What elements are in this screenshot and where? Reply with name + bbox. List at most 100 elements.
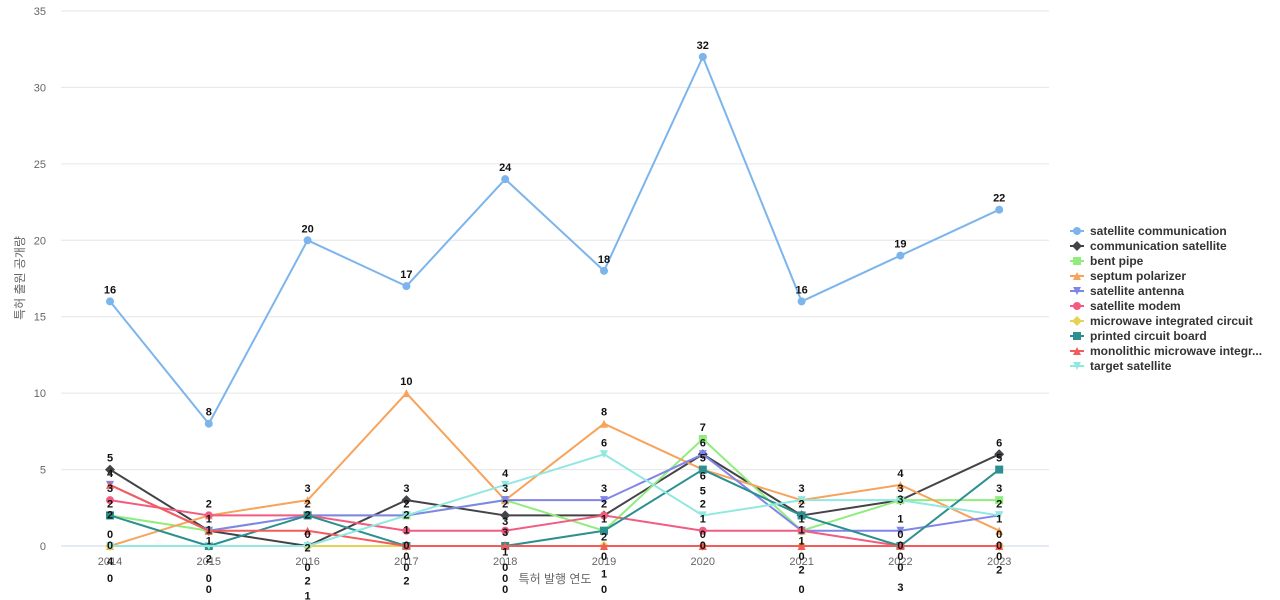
data-point — [106, 542, 114, 550]
data-point — [600, 511, 608, 520]
data-label: 19 — [894, 239, 906, 251]
y-axis-title: 특허 출원 공개량 — [13, 236, 27, 320]
data-label: 3 — [799, 483, 805, 495]
legend-item[interactable]: satellite communication — [1070, 224, 1227, 238]
data-label: 3 — [403, 483, 409, 495]
legend-marker — [1073, 347, 1081, 355]
data-point — [896, 542, 905, 550]
data-point — [600, 266, 608, 275]
data-label: 2 — [601, 531, 607, 543]
data-label: 3 — [502, 516, 508, 528]
data-point — [501, 175, 510, 184]
data-label: 16 — [104, 284, 116, 296]
legend-item[interactable]: microwave integrated circuit — [1070, 314, 1253, 328]
data-label: 3 — [897, 494, 903, 506]
y-tick-label: 30 — [34, 82, 46, 94]
data-label: 3 — [502, 483, 508, 495]
series-2 — [106, 435, 1004, 535]
legend-item[interactable]: bent pipe — [1070, 254, 1144, 268]
x-tick-label: 2015 — [197, 556, 221, 568]
data-point — [698, 465, 707, 474]
data-point — [995, 496, 1004, 505]
data-point — [698, 450, 707, 459]
legend-label: target satellite — [1090, 359, 1172, 373]
data-label: 1 — [897, 514, 903, 526]
legend-item[interactable]: satellite modem — [1070, 299, 1181, 313]
data-label: 6 — [601, 437, 607, 449]
data-label: 3 — [305, 483, 311, 495]
data-point — [402, 526, 411, 535]
data-point — [698, 542, 707, 550]
y-tick-label: 0 — [40, 541, 46, 553]
series-0 — [106, 52, 1004, 428]
data-label: 2 — [799, 498, 805, 510]
data-label: 2 — [996, 564, 1002, 576]
legend-item[interactable]: satellite antenna — [1070, 284, 1184, 298]
series-line — [109, 453, 1000, 532]
data-point — [303, 236, 312, 245]
data-label: 0 — [996, 551, 1002, 563]
data-label: 8 — [601, 407, 607, 419]
data-point — [896, 526, 905, 535]
data-label: 1 — [700, 514, 706, 526]
data-label: 1 — [206, 536, 212, 548]
x-tick-label: 2016 — [295, 556, 319, 568]
data-label: 1 — [502, 547, 508, 559]
x-tick-label: 2017 — [394, 556, 418, 568]
data-point — [303, 542, 312, 550]
data-label: 2 — [107, 498, 113, 510]
data-label: 5 — [996, 453, 1002, 465]
data-point — [797, 526, 806, 535]
data-label: 2 — [403, 509, 409, 521]
data-point — [600, 496, 608, 505]
data-label: 0 — [305, 529, 311, 541]
legend-label: microwave integrated circuit — [1090, 314, 1253, 328]
data-label: 1 — [601, 569, 607, 581]
data-label: 0 — [700, 540, 706, 552]
data-label: 4 — [107, 468, 114, 480]
legend-marker — [1072, 316, 1082, 326]
series-line — [109, 483, 1000, 547]
data-label: 3 — [601, 483, 607, 495]
y-tick-label: 20 — [34, 235, 46, 247]
data-label: 2 — [206, 553, 212, 565]
data-label: 0 — [107, 529, 113, 541]
legend-label: satellite communication — [1090, 224, 1227, 238]
x-tick-label: 2014 — [98, 556, 122, 568]
data-label: 5 — [107, 453, 113, 465]
data-label: 2 — [502, 498, 508, 510]
data-point — [797, 297, 806, 306]
data-label: 10 — [400, 376, 412, 388]
y-tick-label: 25 — [34, 159, 46, 171]
series-7 — [106, 465, 1004, 550]
legend-marker — [1072, 241, 1082, 251]
data-label: 2 — [305, 509, 311, 521]
data-label: 1 — [403, 525, 409, 537]
data-point — [501, 526, 510, 535]
legend-item[interactable]: printed circuit board — [1070, 329, 1207, 343]
legend-item[interactable]: monolithic microwave integr... — [1070, 344, 1262, 358]
legend-marker — [1073, 227, 1081, 235]
data-label: 8 — [206, 407, 212, 419]
data-label: 24 — [499, 162, 512, 174]
data-point — [896, 480, 905, 489]
legend-label: monolithic microwave integr... — [1090, 344, 1262, 358]
data-label: 2 — [601, 498, 607, 510]
legend-item[interactable]: target satellite — [1070, 359, 1172, 373]
legend-item[interactable]: communication satellite — [1070, 239, 1227, 253]
x-axis-title: 특허 발행 연도 — [519, 571, 592, 586]
data-point — [303, 511, 312, 520]
x-tick-label: 2023 — [987, 556, 1011, 568]
data-label: 6 — [700, 470, 706, 482]
series-line — [109, 499, 1000, 547]
legend-label: bent pipe — [1090, 254, 1144, 268]
series-line — [109, 468, 1000, 547]
data-point — [995, 465, 1004, 474]
data-label: 1 — [996, 514, 1002, 526]
data-label: 5 — [700, 453, 706, 465]
data-point — [106, 496, 114, 505]
data-point — [600, 450, 608, 459]
legend-item[interactable]: septum polarizer — [1070, 269, 1186, 283]
series-lines — [105, 52, 1005, 551]
data-point — [994, 449, 1005, 460]
